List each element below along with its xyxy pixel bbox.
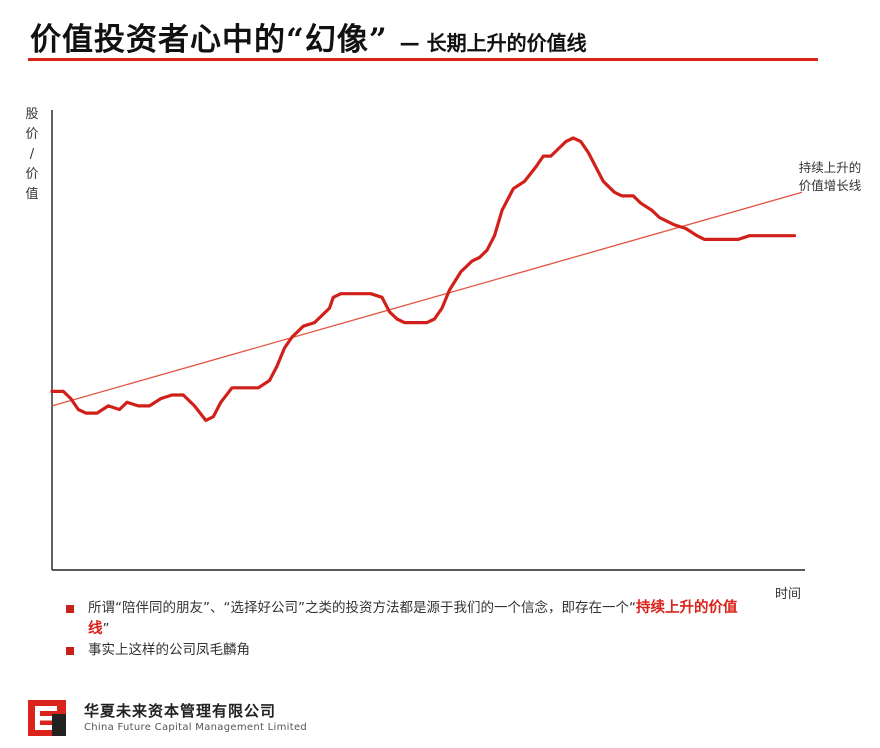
y-axis-label-char: 股	[25, 107, 38, 122]
page-title: 价值投资者心中的“幻像”	[30, 22, 388, 58]
bullet-square-icon	[66, 647, 74, 655]
y-axis-label-char: 价	[25, 167, 38, 182]
bullet-text: 事实上这样的公司凤毛麟角	[88, 642, 250, 658]
y-axis-label: 股价/价值	[25, 107, 38, 202]
bullet-text-after: ”	[102, 621, 110, 637]
y-axis-label-char: 值	[25, 186, 38, 202]
company-logo-icon	[28, 700, 66, 736]
value-line	[51, 191, 803, 407]
bullet-item: 事实上这样的公司凤毛麟角	[66, 640, 746, 661]
bullet-text: 所谓“陪伴同的朋友”、“选择好公司”之类的投资方法都是源于我们的一个信念，即存在…	[88, 600, 636, 616]
bullet-list: 所谓“陪伴同的朋友”、“选择好公司”之类的投资方法都是源于我们的一个信念，即存在…	[66, 598, 746, 661]
bullet-highlight: 持续上升的价值线	[88, 600, 738, 637]
title-divider	[28, 58, 818, 61]
title-row: 价值投资者心中的“幻像” — 长期上升的价值线	[30, 14, 587, 58]
bullet-square-icon	[66, 605, 74, 613]
y-axis-label-char: 价	[25, 127, 38, 142]
x-axis-label: 时间	[775, 587, 801, 602]
company-name: 华夏未来资本管理有限公司	[84, 702, 277, 720]
price-line	[50, 136, 797, 422]
company-name-en: China Future Capital Management Limited	[84, 722, 308, 733]
bullet-item: 所谓“陪伴同的朋友”、“选择好公司”之类的投资方法都是源于我们的一个信念，即存在…	[66, 598, 746, 640]
page-subtitle: — 长期上升的价值线	[399, 31, 587, 55]
annotation-text: 价值增长线	[799, 178, 862, 193]
annotation-text: 持续上升的	[799, 160, 862, 175]
y-axis-label-char: /	[30, 147, 35, 162]
